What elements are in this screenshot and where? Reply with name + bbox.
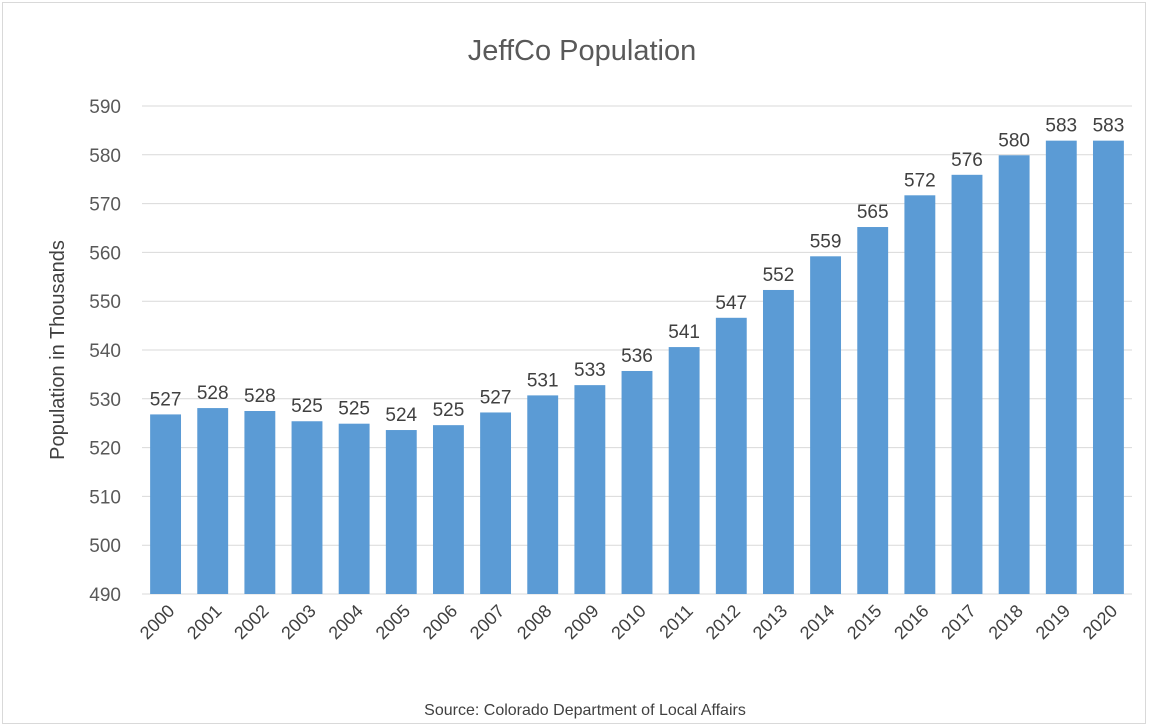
y-tick-label: 520 (89, 439, 121, 460)
data-label: 524 (385, 405, 417, 426)
data-label: 552 (763, 265, 795, 286)
x-tick-label: 2016 (890, 601, 932, 643)
data-label: 531 (527, 370, 559, 391)
bar-2014 (810, 256, 842, 594)
x-tick-label: 2010 (607, 601, 649, 643)
x-tick-label: 2005 (372, 601, 414, 643)
bar-2009 (574, 385, 606, 594)
x-axis-ticks: 2000 2001 2002 2003 2004 2005 2006 2007 2008 2009… (136, 601, 1121, 643)
data-label: 541 (668, 322, 700, 343)
bar-2019 (1045, 140, 1077, 594)
x-tick-label: 2000 (136, 601, 178, 643)
data-label: 528 (244, 386, 276, 407)
bar-2020 (1092, 140, 1124, 594)
data-label: 580 (998, 130, 1030, 151)
y-tick-label: 580 (89, 146, 121, 167)
y-tick-label: 500 (89, 536, 121, 557)
y-tick-label: 490 (89, 585, 121, 606)
data-label: 527 (150, 389, 182, 410)
y-tick-label: 570 (89, 195, 121, 216)
x-tick-label: 2006 (419, 601, 461, 643)
bar-2004 (338, 423, 370, 594)
x-tick-label: 2004 (325, 601, 367, 643)
data-label: 533 (574, 360, 606, 381)
y-axis-label: Population in Thousands (47, 240, 69, 460)
x-tick-label: 2020 (1079, 601, 1121, 643)
bar-2007 (480, 412, 512, 594)
data-label: 527 (480, 387, 512, 408)
x-tick-label: 2017 (937, 601, 979, 643)
y-tick-label: 510 (89, 487, 121, 508)
bar-2001 (197, 408, 229, 594)
bar-2012 (715, 317, 747, 594)
bar-2006 (432, 425, 464, 594)
y-tick-label: 530 (89, 390, 121, 411)
y-tick-label: 590 (89, 97, 121, 118)
x-tick-label: 2001 (183, 601, 225, 643)
data-label: 565 (857, 202, 889, 223)
data-label: 583 (1045, 116, 1077, 137)
x-tick-label: 2012 (702, 601, 744, 643)
bar-2003 (291, 421, 323, 594)
data-label: 536 (621, 346, 653, 367)
data-label: 528 (197, 383, 229, 404)
bar-2016 (904, 195, 936, 594)
bar-2010 (621, 370, 653, 594)
x-tick-label: 2008 (513, 601, 555, 643)
bar-2008 (527, 395, 559, 594)
bar-2005 (385, 430, 417, 594)
x-tick-label: 2015 (843, 601, 885, 643)
x-tick-label: 2002 (230, 601, 272, 643)
data-label: 525 (291, 396, 323, 417)
bar-2011 (668, 347, 700, 594)
y-axis-ticks: 490 500 510 520 530 540 550 560 570 580 590 (89, 97, 121, 606)
y-tick-label: 540 (89, 341, 121, 362)
bar-2015 (857, 227, 889, 595)
x-tick-label: 2014 (796, 601, 838, 643)
bar-2018 (998, 155, 1030, 594)
x-tick-label: 2007 (466, 601, 508, 643)
data-label: 525 (433, 400, 465, 421)
x-tick-label: 2011 (655, 601, 697, 643)
data-label: 559 (810, 231, 842, 252)
x-tick-label: 2013 (749, 601, 791, 643)
x-tick-label: 2003 (277, 601, 319, 643)
source-note: Source: Colorado Department of Local Aff… (424, 702, 746, 719)
data-label: 547 (715, 293, 747, 314)
bar-2013 (762, 289, 794, 594)
bars (150, 140, 1124, 595)
chart-title: JeffCo Population (468, 35, 696, 67)
data-label: 576 (951, 150, 983, 171)
data-label: 572 (904, 170, 936, 191)
data-labels: 527 528 528 525 525 524 525 527 531 533 536 541 547 5… (150, 116, 1125, 426)
bar-2002 (244, 411, 276, 594)
y-tick-label: 560 (89, 243, 121, 264)
y-tick-label: 550 (89, 292, 121, 313)
data-label: 583 (1093, 116, 1125, 137)
bar-2017 (951, 174, 983, 595)
x-tick-label: 2009 (560, 601, 602, 643)
x-tick-label: 2019 (1032, 601, 1074, 643)
bar-2000 (150, 414, 182, 594)
data-label: 525 (338, 399, 370, 420)
x-tick-label: 2018 (985, 601, 1027, 643)
